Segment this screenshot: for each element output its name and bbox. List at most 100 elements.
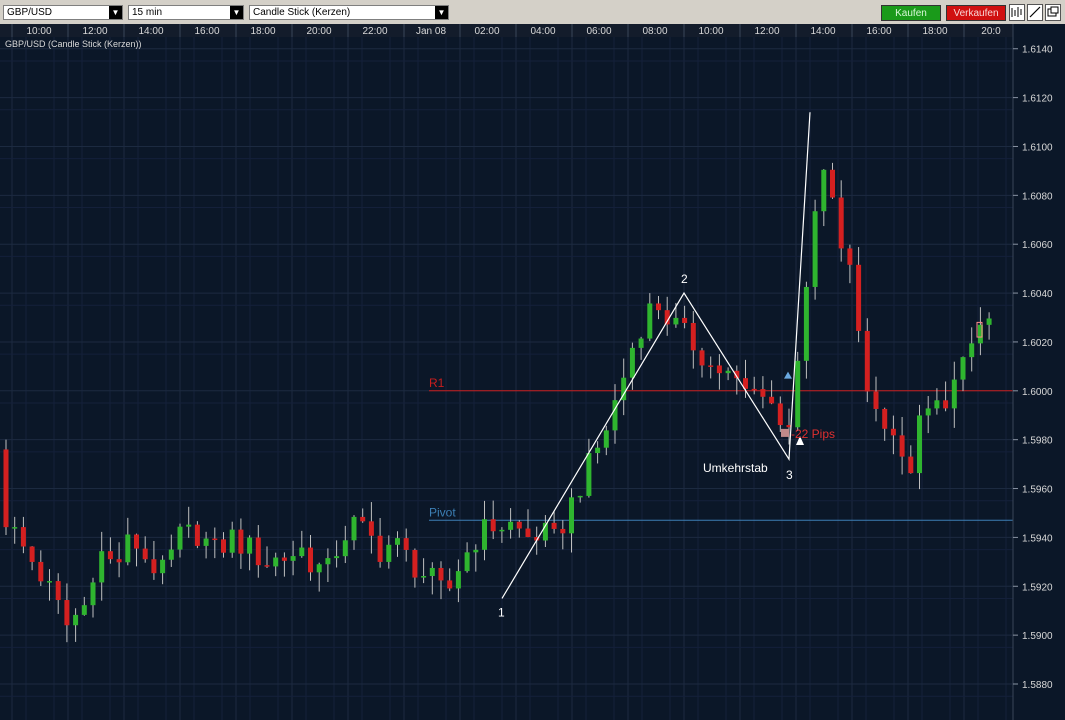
candle-bear xyxy=(560,528,566,534)
y-tick-label: 1.6100 xyxy=(1022,142,1053,153)
x-axis: 0010:0012:0014:0016:0018:0020:0022:00Jan… xyxy=(11,24,1001,37)
x-tick-label: 20:00 xyxy=(306,26,331,37)
candle-bull xyxy=(629,347,635,378)
y-tick-label: 1.6080 xyxy=(1022,191,1053,202)
candle-bull xyxy=(342,540,348,557)
chart-title: GBP/USD (Candle Stick (Kerzen)) xyxy=(5,39,142,49)
window-icon[interactable] xyxy=(1045,4,1061,21)
timeframe-value: 15 min xyxy=(132,7,163,18)
candle-bear xyxy=(151,559,157,574)
candle-bull xyxy=(229,529,235,553)
candle-bear xyxy=(360,516,366,522)
candle-bull xyxy=(203,538,209,546)
candle-bull xyxy=(473,549,479,553)
candle-bear xyxy=(516,521,522,529)
candle-bull xyxy=(821,169,827,212)
symbol-value: GBP/USD xyxy=(7,7,53,18)
symbol-dropdown[interactable]: GBP/USD ▼ xyxy=(3,5,123,20)
candle-bear xyxy=(769,396,775,404)
candle-bull xyxy=(577,495,583,498)
y-tick-label: 1.6140 xyxy=(1022,45,1053,56)
candle-bear xyxy=(55,581,61,601)
candle-bear xyxy=(656,303,661,311)
candle-bear xyxy=(830,169,835,198)
candle-bull xyxy=(812,211,818,287)
candle-bear xyxy=(664,310,670,325)
candle-bull xyxy=(160,559,166,574)
candle-bull xyxy=(482,519,487,550)
stop-marker-icon xyxy=(781,428,789,437)
candle-bull xyxy=(508,521,514,530)
candle-bull xyxy=(12,527,18,529)
chevron-down-icon: ▼ xyxy=(435,6,448,19)
x-tick-label: 16:00 xyxy=(866,26,891,37)
candle-bear xyxy=(838,197,844,249)
candle-bear xyxy=(943,400,949,409)
pattern-point-label: 3 xyxy=(786,468,793,482)
y-tick-label: 1.6000 xyxy=(1022,387,1053,398)
candle-bull xyxy=(621,377,627,401)
candle-bear xyxy=(856,264,862,331)
draw-line-icon[interactable] xyxy=(1027,4,1043,21)
candle-bear xyxy=(708,365,714,367)
candle-bull xyxy=(986,318,992,325)
candle-bull xyxy=(795,360,801,428)
candle-bear xyxy=(690,322,696,351)
x-tick-label: 02:00 xyxy=(474,26,499,37)
candle-bull xyxy=(47,581,52,583)
candle-bull xyxy=(247,537,253,554)
annotation-pips: -22 Pips xyxy=(791,427,835,441)
candle-bull xyxy=(638,338,644,348)
candle-bull xyxy=(499,529,505,532)
candle-bear xyxy=(142,548,148,560)
y-axis: 1.5880 1.5900 1.5920 1.5940 1.5960 1.5980 1.60… xyxy=(1013,45,1053,691)
candle-bull xyxy=(934,400,940,409)
candle-bear xyxy=(412,549,418,578)
candle-bull xyxy=(299,547,305,557)
candle-bear xyxy=(377,535,383,562)
y-tick-label: 1.6120 xyxy=(1022,94,1053,105)
candle-bear xyxy=(777,403,783,426)
sell-button[interactable]: Verkaufen xyxy=(946,5,1006,21)
candle-bull xyxy=(569,497,574,534)
candle-bear xyxy=(682,317,688,323)
x-tick-label: Jan 08 xyxy=(416,26,446,37)
x-tick-label: 16:00 xyxy=(194,26,219,37)
candle-bull xyxy=(81,605,87,615)
x-tick-label: 14:00 xyxy=(138,26,163,37)
chevron-down-icon: ▼ xyxy=(230,6,243,19)
candle-bull xyxy=(125,534,131,563)
candle-bull xyxy=(595,447,601,454)
candle-bear xyxy=(847,248,853,265)
candle-bull xyxy=(334,556,340,559)
bar-chart-icon[interactable] xyxy=(1009,4,1025,21)
timeframe-dropdown[interactable]: 15 min ▼ xyxy=(128,5,244,20)
x-tick-label: 14:00 xyxy=(810,26,835,37)
candle-bear xyxy=(490,519,496,532)
x-tick-label: 10:00 xyxy=(26,26,51,37)
chevron-down-icon: ▼ xyxy=(109,6,122,19)
pivot-levels: R1 Pivot xyxy=(429,376,1013,521)
candle-bull xyxy=(73,614,79,626)
y-tick-label: 1.5880 xyxy=(1022,680,1053,691)
buy-button[interactable]: Kaufen xyxy=(881,5,941,21)
candle-bear xyxy=(255,537,261,566)
candle-bull xyxy=(586,453,592,496)
candle-bull xyxy=(917,415,922,474)
candle-bear xyxy=(551,522,557,529)
candle-bull xyxy=(803,286,809,361)
candle-bear xyxy=(699,350,705,366)
candle-bear xyxy=(368,521,374,536)
candle-bear xyxy=(38,561,44,582)
y-tick-label: 1.6060 xyxy=(1022,240,1053,251)
candle-bear xyxy=(281,557,287,561)
candle-bear xyxy=(525,528,531,538)
candle-bull xyxy=(273,557,279,567)
x-tick-label: 08:00 xyxy=(642,26,667,37)
candle-bull xyxy=(725,370,731,374)
entry-marker-icon xyxy=(784,371,792,379)
candle-bear xyxy=(534,537,540,541)
pattern-point-label: 1 xyxy=(498,605,505,619)
annotations: Umkehrstab -22 Pips xyxy=(703,371,835,475)
chart-style-dropdown[interactable]: Candle Stick (Kerzen) ▼ xyxy=(249,5,449,20)
